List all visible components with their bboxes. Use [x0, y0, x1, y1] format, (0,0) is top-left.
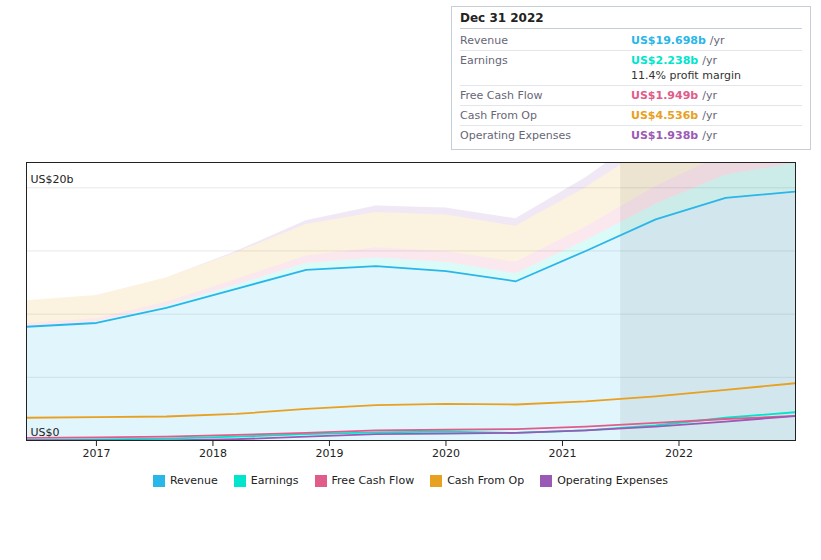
- html-text:Earnings: Earnings: [460, 54, 508, 67]
- svg-text:US$0: US$0: [31, 426, 60, 439]
- html-text:Free Cash Flow: Free Cash Flow: [460, 89, 543, 102]
- html-text:Free Cash Flow: Free Cash Flow: [331, 474, 415, 487]
- html-text:US$1.949b /yr: US$1.949b /yr: [631, 89, 717, 102]
- html-text:Operating Expenses: Operating Expenses: [460, 129, 571, 142]
- html-text:Cash From Op: Cash From Op: [447, 474, 525, 487]
- html-text:Revenue: Revenue: [169, 474, 218, 487]
- svg-text:2019: 2019: [315, 447, 343, 460]
- html-text:US$19.698b /yr: US$19.698b /yr: [631, 34, 725, 47]
- html-text:Operating Expenses: Operating Expenses: [557, 474, 669, 487]
- svg-text:2017: 2017: [82, 447, 110, 460]
- html-text:Dec 31 2022: Dec 31 2022: [460, 11, 544, 25]
- svg-text:2021: 2021: [548, 447, 576, 460]
- html-text:US$1.938b /yr: US$1.938b /yr: [631, 129, 717, 142]
- html-text:Earnings: Earnings: [250, 474, 299, 487]
- html-text:Cash From Op: Cash From Op: [460, 109, 537, 122]
- svg-text:2018: 2018: [199, 447, 227, 460]
- svg-text:2020: 2020: [432, 447, 460, 460]
- html-text:Revenue: Revenue: [460, 34, 508, 47]
- html-text:11.4% profit margin: 11.4% profit margin: [631, 69, 741, 82]
- svg-text:US$20b: US$20b: [31, 173, 74, 186]
- html-text:US$2.238b /yr: US$2.238b /yr: [631, 54, 717, 67]
- html-text:US$4.536b /yr: US$4.536b /yr: [631, 109, 717, 122]
- svg-text:2022: 2022: [665, 447, 693, 460]
